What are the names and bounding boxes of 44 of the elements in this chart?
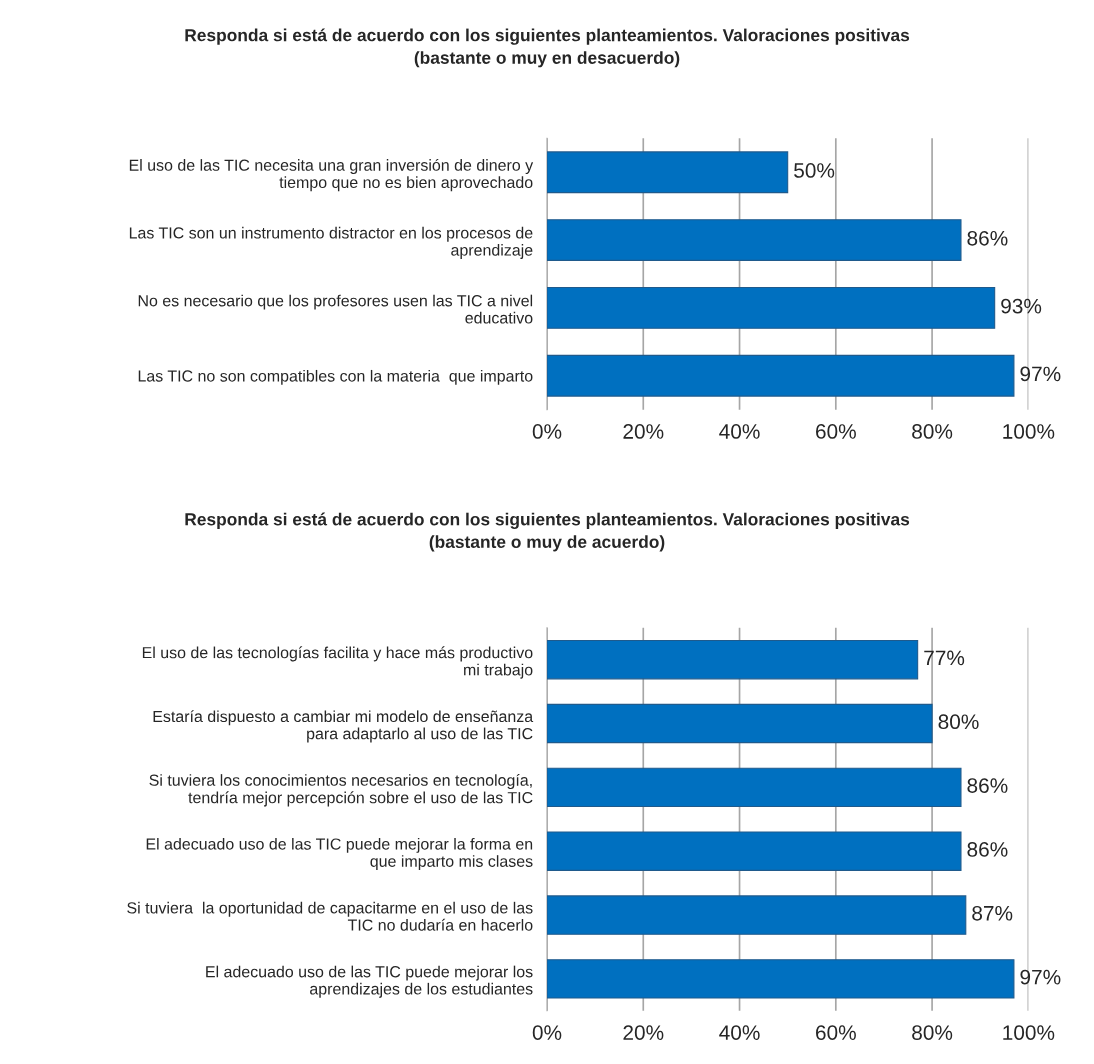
- data-label: 93%: [1001, 298, 1042, 314]
- x-tick-label: 60%: [816, 1025, 856, 1040]
- x-tick-label: 40%: [719, 1025, 760, 1040]
- bar: [547, 831, 962, 871]
- chart-title: Responda si está de acuerdo con los siguientes planteamientos. Valoraciones positivas (bastante o muy en desacuerdo): [185, 28, 910, 68]
- y-tick-label: El uso de las TIC necesita una gran inversión de dinero y tiempo que no es bien aprovechado: [129, 158, 534, 192]
- bar: [547, 286, 996, 329]
- data-label: 80%: [938, 714, 979, 730]
- x-tick-label: 0%: [532, 424, 562, 439]
- y-tick-label: El adecuado uso de las TIC puede mejorar la forma en que imparto mis clases: [146, 837, 533, 871]
- bar: [547, 767, 962, 808]
- x-tick-label: 20%: [623, 1025, 664, 1040]
- data-label: 87%: [972, 905, 1013, 921]
- y-tick-label: El adecuado uso de las TIC puede mejorar los aprendizajes de los estudiantes: [206, 965, 533, 998]
- bar: [547, 151, 789, 194]
- data-label: 97%: [1020, 366, 1061, 382]
- data-label: 86%: [967, 778, 1008, 793]
- x-tick-label: 80%: [912, 424, 953, 439]
- x-tick-label: 80%: [912, 1025, 953, 1040]
- data-label: 86%: [967, 230, 1008, 246]
- y-tick-label: El uso de las tecnologías facilita y hace más productivo mi trabajo: [142, 646, 533, 679]
- data-label: 97%: [1020, 969, 1061, 985]
- x-tick-label: 100%: [1003, 424, 1055, 439]
- x-tick-label: 40%: [719, 424, 760, 439]
- bar: [547, 703, 933, 744]
- x-tick-label: 0%: [532, 1025, 562, 1040]
- bar: [547, 959, 1015, 999]
- data-label: 77%: [924, 650, 965, 666]
- y-tick-label: No es necesario que los profesores usen las TIC a nivel educativo: [138, 294, 533, 324]
- y-tick-label: Las TIC son un instrumento distractor en los procesos de aprendizaje: [129, 226, 533, 259]
- bar: [547, 354, 1015, 397]
- y-tick-label: Si tuviera la oportunidad de capacitarme en el uso de las TIC no dudaría en hacerlo: [127, 901, 533, 931]
- bar: [547, 219, 962, 261]
- bar: [547, 895, 967, 935]
- x-tick-label: 100%: [1003, 1025, 1055, 1040]
- y-tick-label: Estaría dispuesto a cambiar mi modelo de enseñanza para adaptarlo al uso de las TIC: [153, 710, 534, 743]
- y-tick-label: Si tuviera los conocimientos necesarios en tecnología, tendría mejor percepción sobre el uso de las TIC: [149, 773, 533, 807]
- bar: [547, 639, 919, 680]
- data-label: 50%: [794, 163, 835, 178]
- data-label: 86%: [967, 842, 1008, 857]
- chart-title: Responda si está de acuerdo con los siguientes planteamientos. Valoraciones positivas (bastante o muy de acuerdo): [185, 512, 910, 552]
- x-tick-label: 20%: [623, 424, 664, 439]
- x-tick-label: 60%: [816, 424, 856, 439]
- y-tick-label: Las TIC no son compatibles con la materia que imparto: [138, 369, 533, 385]
